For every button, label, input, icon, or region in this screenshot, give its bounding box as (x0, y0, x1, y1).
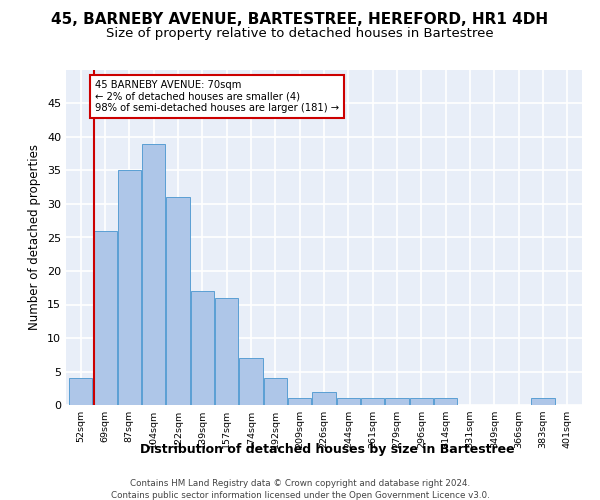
Y-axis label: Number of detached properties: Number of detached properties (28, 144, 41, 330)
Bar (142, 144, 165, 405)
Bar (385, 398, 409, 405)
Bar (94, 231, 116, 405)
Text: 45, BARNEBY AVENUE, BARTESTREE, HEREFORD, HR1 4DH: 45, BARNEBY AVENUE, BARTESTREE, HEREFORD… (52, 12, 548, 28)
Bar (361, 398, 384, 405)
Bar (191, 291, 214, 405)
Bar (288, 398, 311, 405)
Bar (215, 298, 238, 405)
Bar (166, 198, 190, 405)
Text: Distribution of detached houses by size in Bartestree: Distribution of detached houses by size … (140, 442, 514, 456)
Bar (410, 398, 433, 405)
Bar (434, 398, 457, 405)
Bar (264, 378, 287, 405)
Bar (69, 378, 92, 405)
Bar (532, 398, 554, 405)
Bar (118, 170, 141, 405)
Text: 45 BARNEBY AVENUE: 70sqm
← 2% of detached houses are smaller (4)
98% of semi-det: 45 BARNEBY AVENUE: 70sqm ← 2% of detache… (95, 80, 339, 113)
Text: Contains HM Land Registry data © Crown copyright and database right 2024.: Contains HM Land Registry data © Crown c… (130, 479, 470, 488)
Bar (239, 358, 263, 405)
Text: Contains public sector information licensed under the Open Government Licence v3: Contains public sector information licen… (110, 491, 490, 500)
Bar (313, 392, 335, 405)
Text: Size of property relative to detached houses in Bartestree: Size of property relative to detached ho… (106, 28, 494, 40)
Bar (337, 398, 360, 405)
